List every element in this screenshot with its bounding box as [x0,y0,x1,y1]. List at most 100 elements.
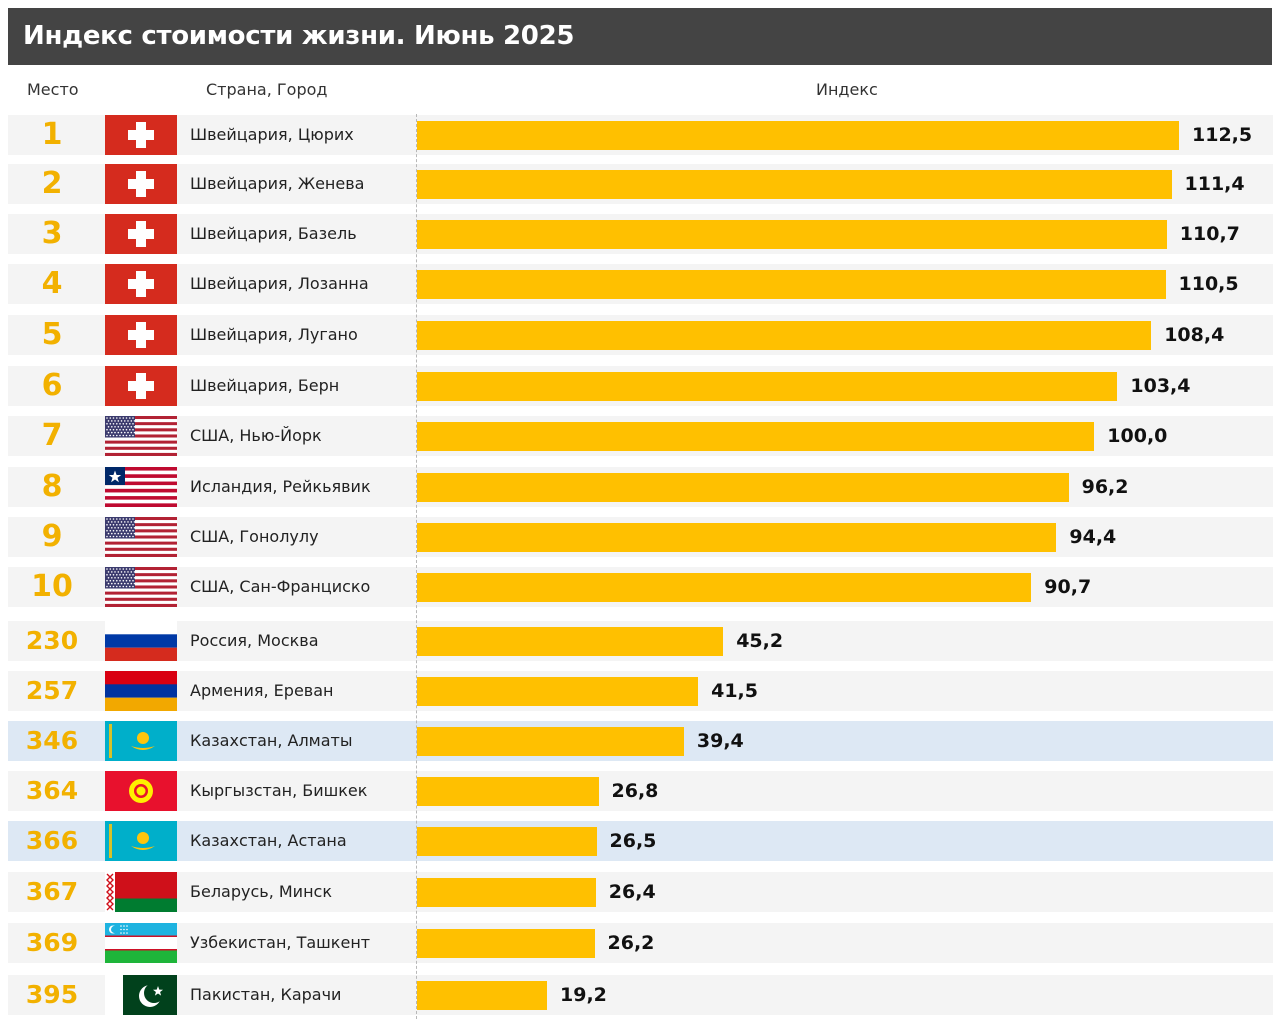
value-label: 19,2 [560,984,607,1006]
ranking-row: 346 Казахстан, Алматы 39,4 [8,721,1273,761]
city-label: США, Сан-Франциско [190,577,371,596]
rank-number: 3 [41,216,63,251]
ranking-row: 230 Россия, Москва 45,2 [8,621,1273,661]
rank-number: 9 [41,519,63,554]
bar [417,727,684,756]
value-label: 103,4 [1130,375,1191,397]
bar-track: 39,4 [417,721,1273,761]
bar-track: 108,4 [417,315,1273,355]
bar [417,627,724,656]
city-label: Швейцария, Берн [190,376,340,395]
bar [417,981,547,1010]
rank-number: 346 [25,726,79,755]
ranking-row: 366 Казахстан, Астана 26,5 [8,821,1273,861]
city-label: Швейцария, Цюрих [190,125,354,144]
rank-number: 369 [25,928,79,957]
bar [417,777,599,806]
bar-track: 45,2 [417,621,1273,661]
column-header-index: Индекс [816,80,878,99]
chart-title: Индекс стоимости жизни. Июнь 2025 [8,8,1272,65]
bar-track: 26,2 [417,923,1273,963]
bar [417,929,595,958]
value-label: 100,0 [1107,425,1168,447]
flag-kyrgyzstan-icon [105,771,177,811]
value-label: 112,5 [1192,124,1253,146]
flag-kazakhstan-icon [105,721,177,761]
ranking-row: 367 Беларусь, Минск 26,4 [8,872,1273,912]
city-label: Швейцария, Лугано [190,325,358,344]
flag-belarus-icon [105,872,177,912]
value-label: 26,8 [611,780,659,802]
city-label: Швейцария, Лозанна [190,274,369,293]
city-label: Кыргызстан, Бишкек [190,781,368,800]
city-label: Казахстан, Астана [190,831,347,850]
rank-number: 366 [25,826,79,855]
value-label: 45,2 [736,630,784,652]
ranking-row: 6 Швейцария, Берн 103,4 [8,366,1273,406]
bar [417,220,1167,249]
value-label: 110,7 [1179,223,1240,245]
rank-number: 364 [25,776,79,805]
rank-number: 7 [41,418,63,453]
value-label: 26,4 [608,881,656,903]
bar [417,121,1179,150]
city-label: США, Нью-Йорк [190,426,322,445]
bar-track: 112,5 [417,115,1273,155]
ranking-row: 7 США, Нью-Йорк 100,0 [8,416,1273,456]
value-label: 90,7 [1044,576,1092,598]
city-label: США, Гонолулу [190,527,319,546]
rank-number: 6 [41,368,63,403]
ranking-row: 8 Исландия, Рейкьявик 96,2 [8,467,1273,507]
city-label: Узбекистан, Ташкент [190,933,371,952]
rank-number: 2 [41,166,63,201]
value-label: 39,4 [696,730,744,752]
bar [417,422,1095,451]
ranking-row: 2 Швейцария, Женева 111,4 [8,164,1273,204]
ranking-row: 369 Узбекистан, Ташкент 26,2 [8,923,1273,963]
flag-usa-icon [105,416,177,456]
bar [417,523,1057,552]
city-label: Пакистан, Карачи [190,985,342,1004]
rank-number: 395 [25,980,79,1009]
rank-number: 1 [41,117,63,152]
ranking-row: 4 Швейцария, Лозанна 110,5 [8,264,1273,304]
bar [417,270,1166,299]
value-label: 26,2 [607,932,655,954]
rank-number: 5 [41,317,63,352]
value-label: 94,4 [1069,526,1117,548]
rank-number: 8 [41,469,63,504]
bar [417,677,699,706]
ranking-row: 364 Кыргызстан, Бишкек 26,8 [8,771,1273,811]
bar-track: 19,2 [417,975,1273,1015]
rank-number: 367 [25,877,79,906]
flag-usa-icon [105,517,177,557]
city-label: Швейцария, Базель [190,224,357,243]
flag-pakistan-icon [105,975,177,1015]
bar-track: 96,2 [417,467,1273,507]
flag-liberia-icon [105,467,177,507]
bar-track: 94,4 [417,517,1273,557]
rank-number: 10 [31,569,73,604]
flag-switzerland-icon [105,264,177,304]
bar [417,473,1069,502]
ranking-row: 395 Пакистан, Карачи 19,2 [8,975,1273,1015]
column-header-rank: Место [27,80,79,99]
value-label: 110,5 [1178,273,1239,295]
flag-switzerland-icon [105,115,177,155]
bar-track: 100,0 [417,416,1273,456]
flag-russia-icon [105,621,177,661]
flag-switzerland-icon [105,315,177,355]
column-header-city: Страна, Город [206,80,328,99]
city-label: Армения, Ереван [190,681,334,700]
bar-track: 110,5 [417,264,1273,304]
value-label: 41,5 [711,680,758,702]
bar [417,827,597,856]
value-label: 26,5 [609,830,657,852]
bar-track: 41,5 [417,671,1273,711]
bar [417,372,1118,401]
flag-armenia-icon [105,671,177,711]
bar [417,170,1172,199]
value-label: 111,4 [1184,173,1245,195]
city-label: Беларусь, Минск [190,882,332,901]
value-label: 96,2 [1081,476,1129,498]
